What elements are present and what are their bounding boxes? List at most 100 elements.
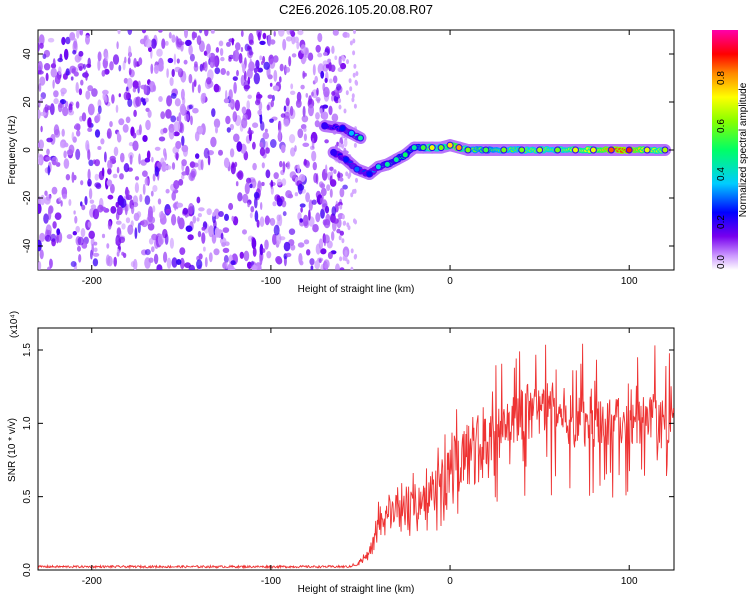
noise-blob bbox=[145, 38, 152, 49]
noise-blob bbox=[212, 212, 216, 217]
colorbar-label: Normalized spectral amplitude bbox=[738, 82, 749, 217]
noise-blob bbox=[285, 66, 291, 73]
noise-blob bbox=[343, 220, 347, 226]
noise-blob bbox=[157, 62, 164, 72]
noise-blob bbox=[39, 111, 47, 117]
signal-point bbox=[383, 160, 391, 168]
noise-blob bbox=[81, 204, 86, 211]
noise-blob bbox=[52, 79, 55, 89]
noise-blob bbox=[353, 30, 356, 35]
noise-blob bbox=[316, 99, 320, 104]
colorbar-tick-label: 0.8 bbox=[716, 71, 727, 85]
noise-blob bbox=[297, 30, 304, 36]
noise-blob bbox=[138, 57, 143, 66]
colorbar-tick-label: 0.6 bbox=[716, 119, 727, 133]
noise-blob bbox=[169, 237, 174, 249]
noise-blob bbox=[171, 34, 176, 43]
noise-blob bbox=[71, 131, 75, 141]
noise-blob bbox=[125, 217, 131, 224]
noise-blob bbox=[316, 87, 319, 96]
noise-blob bbox=[312, 161, 317, 171]
noise-blob bbox=[300, 84, 305, 90]
noise-blob bbox=[242, 193, 249, 204]
noise-blob bbox=[279, 160, 283, 168]
noise-blob bbox=[277, 129, 282, 142]
noise-blob bbox=[127, 57, 131, 65]
noise-blob bbox=[51, 186, 58, 195]
noise-blob bbox=[176, 202, 184, 208]
noise-blob bbox=[104, 95, 108, 103]
noise-blob bbox=[141, 30, 147, 34]
noise-blob bbox=[323, 51, 328, 56]
noise-blob bbox=[256, 94, 263, 99]
noise-blob bbox=[87, 103, 95, 116]
noise-blob bbox=[351, 93, 355, 99]
noise-blob bbox=[164, 151, 168, 161]
noise-blob bbox=[312, 224, 319, 233]
noise-blob bbox=[153, 253, 159, 265]
noise-blob bbox=[229, 267, 236, 270]
noise-blob bbox=[72, 40, 78, 53]
noise-blob bbox=[156, 264, 163, 270]
noise-blob bbox=[45, 156, 52, 161]
noise-blob bbox=[247, 49, 254, 59]
noise-blob bbox=[50, 133, 56, 145]
noise-blob bbox=[80, 79, 84, 86]
noise-blob bbox=[118, 118, 125, 126]
noise-blob bbox=[44, 190, 48, 196]
snr-ylabel: SNR (10 * v/v) bbox=[7, 418, 18, 482]
noise-blob bbox=[283, 241, 291, 252]
noise-blob bbox=[247, 76, 251, 85]
noise-blob bbox=[338, 98, 342, 104]
signal-point bbox=[536, 146, 544, 154]
noise-blob bbox=[346, 259, 350, 265]
noise-blob bbox=[76, 30, 80, 39]
noise-blob bbox=[185, 225, 193, 232]
noise-blob bbox=[270, 99, 274, 108]
noise-blob bbox=[104, 52, 109, 62]
noise-blob bbox=[38, 99, 41, 108]
noise-blob bbox=[285, 36, 293, 42]
y-tick-label: 0.0 bbox=[22, 563, 33, 577]
noise-blob bbox=[38, 34, 45, 46]
noise-blob bbox=[94, 173, 99, 181]
noise-blob bbox=[50, 233, 57, 242]
signal-point bbox=[353, 165, 361, 173]
noise-blob bbox=[133, 212, 140, 222]
noise-blob bbox=[235, 181, 239, 187]
noise-blob bbox=[181, 174, 185, 180]
noise-blob bbox=[72, 231, 78, 236]
noise-blob bbox=[130, 261, 136, 268]
noise-blob bbox=[223, 157, 230, 169]
noise-blob bbox=[234, 161, 238, 168]
noise-blob bbox=[223, 255, 229, 264]
noise-blob bbox=[144, 177, 149, 186]
colorbar-tick-label: 0.0 bbox=[716, 255, 727, 269]
noise-blob bbox=[72, 50, 77, 55]
noise-blob bbox=[339, 256, 343, 262]
noise-blob bbox=[154, 166, 159, 177]
noise-blob bbox=[125, 116, 131, 124]
noise-blob bbox=[156, 48, 163, 57]
noise-blob bbox=[80, 228, 86, 238]
noise-blob bbox=[219, 48, 224, 56]
noise-blob bbox=[339, 230, 344, 236]
noise-blob bbox=[208, 225, 214, 238]
noise-blob bbox=[297, 184, 305, 191]
noise-blob bbox=[329, 188, 333, 198]
noise-blob bbox=[267, 34, 272, 47]
noise-blob bbox=[137, 222, 141, 234]
noise-blob bbox=[211, 108, 216, 118]
noise-blob bbox=[311, 91, 314, 97]
noise-blob bbox=[353, 218, 356, 224]
noise-blob bbox=[222, 247, 230, 253]
signal-point bbox=[428, 144, 436, 152]
noise-blob bbox=[243, 70, 247, 82]
noise-blob bbox=[134, 227, 138, 240]
signal-point bbox=[643, 146, 651, 154]
noise-blob bbox=[305, 93, 309, 98]
noise-blob bbox=[310, 265, 314, 270]
noise-blob bbox=[113, 146, 119, 157]
noise-blob bbox=[70, 76, 74, 81]
noise-blob bbox=[255, 59, 260, 69]
